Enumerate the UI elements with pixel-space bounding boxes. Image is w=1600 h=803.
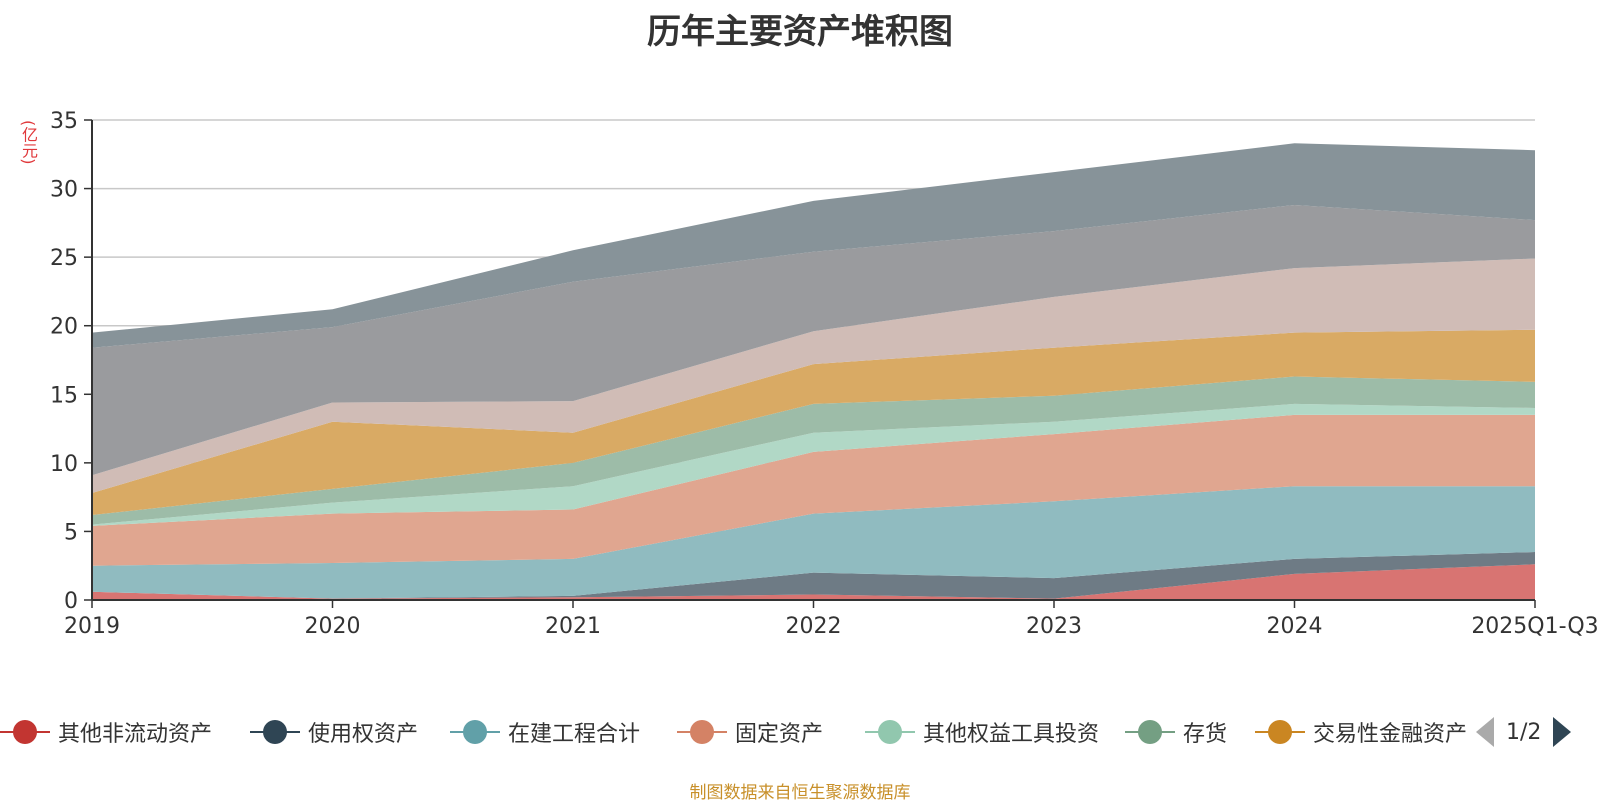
legend-label: 在建工程合计 (508, 722, 641, 747)
x-tick-label: 2025Q1-Q3 (1471, 614, 1598, 639)
y-tick-label: 0 (64, 589, 78, 614)
y-tick-label: 35 (50, 109, 78, 134)
legend-item[interactable]: 其他权益工具投资 (865, 712, 1099, 752)
area-series-1[interactable] (92, 564, 1535, 600)
y-tick-label: 20 (50, 315, 78, 340)
legend-pager: 1/2 (1476, 712, 1572, 752)
legend-item[interactable]: 其他非流动资产 (0, 712, 212, 752)
chart-title: 历年主要资产堆积图 (647, 12, 953, 52)
legend: 其他非流动资产 使用权资产 在建工程合计 固定资产 其他权益工具投资 存货 交易性金融资产 (0, 712, 1600, 752)
legend-marker-icon (250, 717, 300, 747)
data-point[interactable] (1532, 147, 1538, 153)
legend-marker-icon (1125, 717, 1175, 747)
axes: 0 5 10 15 20 25 30 35 2019 2020 2021 2022 2023 2024 20… (50, 109, 1599, 639)
legend-marker-icon (865, 717, 915, 747)
legend-item[interactable]: 使用权资产 (250, 712, 418, 752)
area-series-10[interactable] (92, 143, 1535, 348)
legend-item[interactable]: 交易性金融资产 (1255, 712, 1467, 752)
area-series-5[interactable] (92, 403, 1535, 526)
legend-prev-page-button[interactable] (1476, 717, 1494, 747)
y-axis-unit-label: (亿元) (19, 120, 38, 165)
legend-label: 其他非流动资产 (58, 722, 213, 747)
y-tick-label: 10 (50, 452, 78, 477)
y-tick-label: 25 (50, 246, 78, 271)
data-point[interactable] (1051, 169, 1057, 175)
legend-marker-icon (1255, 717, 1305, 747)
legend-label: 使用权资产 (308, 722, 419, 747)
data-point[interactable] (811, 198, 817, 204)
data-point[interactable] (1292, 140, 1298, 146)
area-series-2[interactable] (92, 552, 1535, 599)
legend-item[interactable]: 固定资产 (677, 712, 823, 752)
data-source-note: 制图数据来自恒生聚源数据库 (689, 783, 911, 803)
data-point[interactable] (330, 306, 336, 312)
area-series-8[interactable] (92, 258, 1535, 494)
x-tick-label: 2021 (545, 614, 601, 639)
data-point[interactable] (570, 247, 576, 253)
x-tick-label: 2022 (786, 614, 842, 639)
y-tick-label: 15 (50, 383, 78, 408)
legend-next-page-button[interactable] (1553, 717, 1572, 747)
x-tick-label: 2019 (64, 614, 120, 639)
x-tick-label: 2023 (1026, 614, 1082, 639)
legend-page-indicator: 1/2 (1506, 719, 1542, 745)
legend-label: 其他权益工具投资 (923, 722, 1100, 747)
area-series-4[interactable] (92, 414, 1535, 566)
legend-item[interactable]: 存货 (1125, 712, 1227, 752)
y-tick-label: 30 (50, 178, 78, 203)
y-tick-label: 5 (64, 520, 78, 545)
area-series-layer (92, 140, 1538, 600)
area-series-9[interactable] (92, 205, 1535, 476)
legend-label: 存货 (1183, 722, 1228, 747)
area-series-3[interactable] (92, 486, 1535, 599)
legend-marker-icon (450, 717, 500, 747)
area-series-6[interactable] (92, 376, 1535, 525)
x-tick-label: 2024 (1267, 614, 1323, 639)
x-tick-label: 2020 (305, 614, 361, 639)
area-series-7[interactable] (92, 329, 1535, 515)
legend-label: 固定资产 (735, 722, 824, 747)
legend-label: 交易性金融资产 (1313, 722, 1468, 747)
legend-marker-icon (0, 717, 50, 747)
legend-marker-icon (677, 717, 727, 747)
legend-item[interactable]: 在建工程合计 (450, 712, 640, 752)
